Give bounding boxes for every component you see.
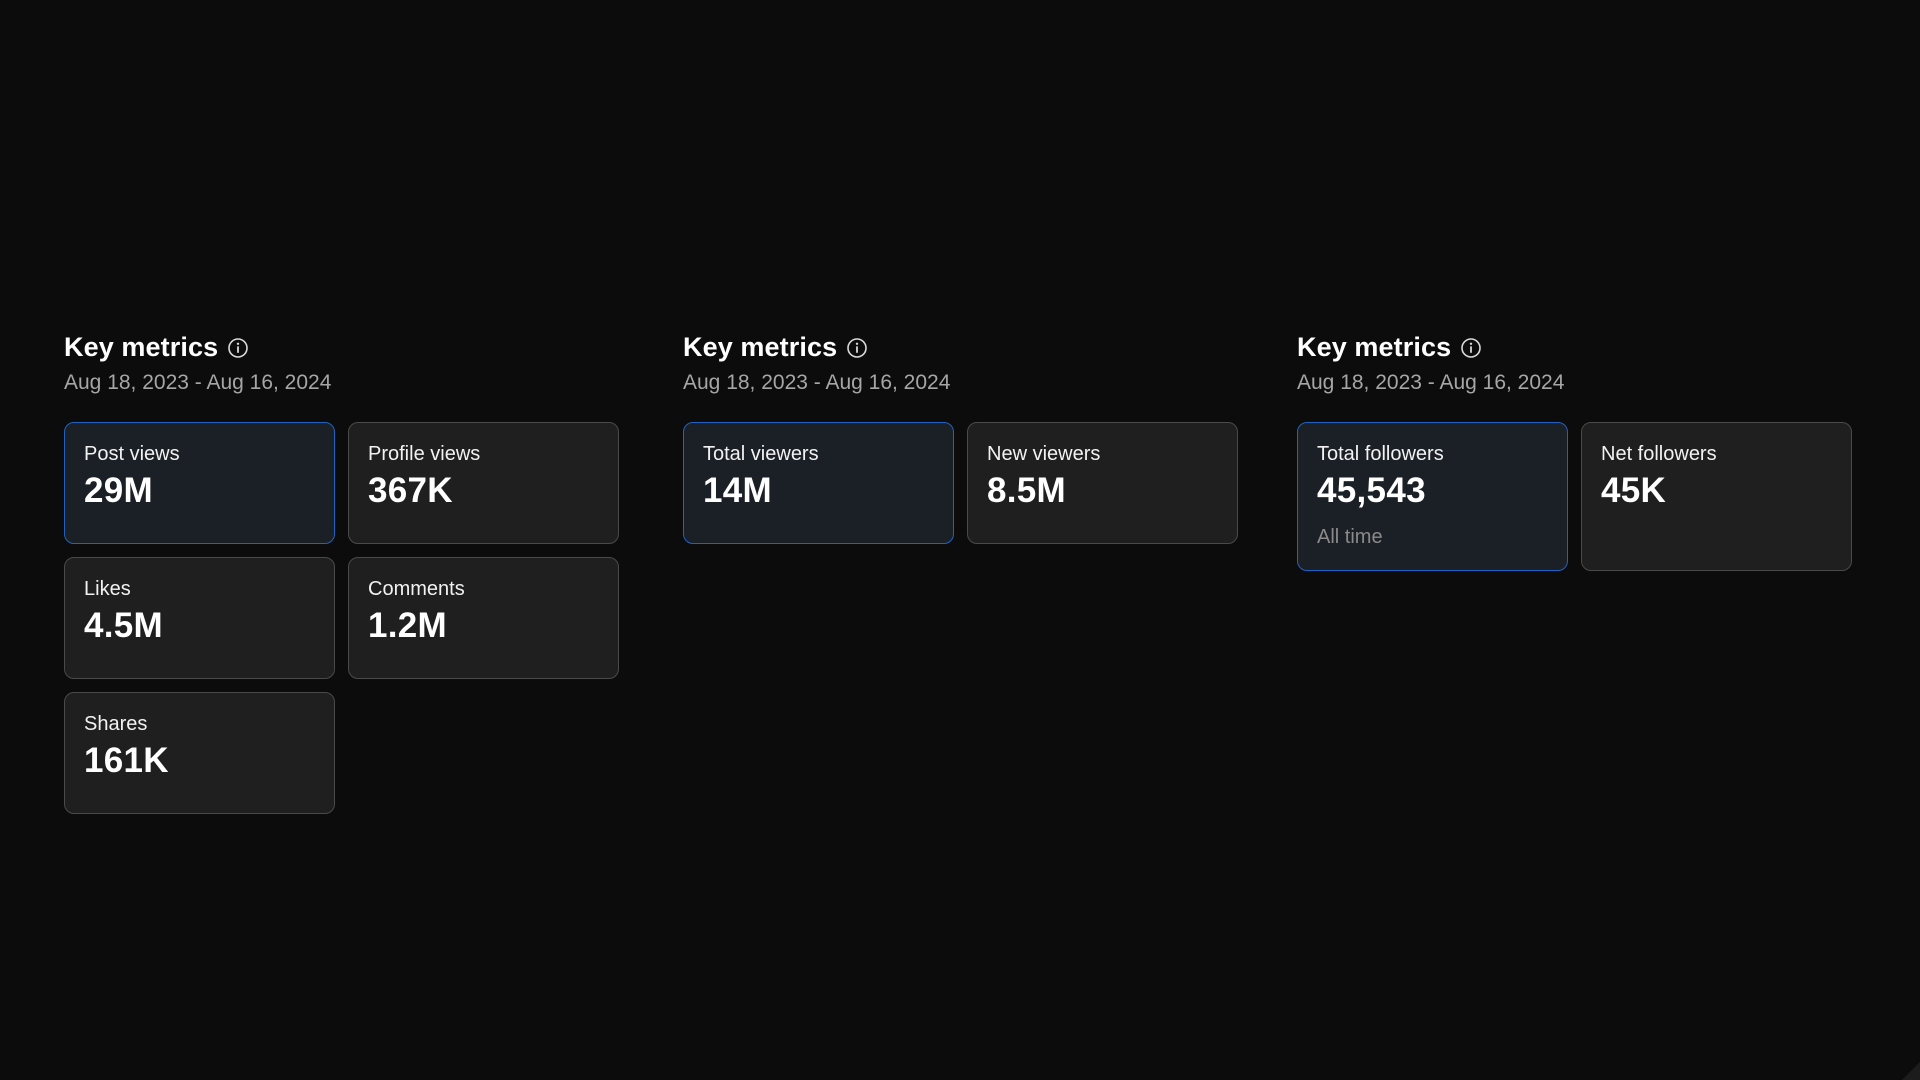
metric-label: Profile views: [368, 443, 481, 465]
info-icon[interactable]: [1460, 337, 1482, 359]
metric-value: 14M: [703, 471, 772, 510]
metric-label: Total followers: [1317, 443, 1444, 465]
info-icon[interactable]: [846, 337, 868, 359]
metric-note: All time: [1317, 526, 1383, 548]
metric-value: 45K: [1601, 471, 1667, 510]
key-metrics-panel-followers: Key metrics Aug 18, 2023 - Aug 16, 2024 …: [1297, 329, 1853, 571]
metric-label: Shares: [84, 713, 148, 735]
date-range: Aug 18, 2023 - Aug 16, 2024: [64, 371, 332, 394]
panel-title: Key metrics: [64, 331, 219, 362]
metric-label: Net followers: [1601, 443, 1717, 465]
panel-header: Key metrics: [683, 329, 1239, 365]
metric-label: Post views: [84, 443, 180, 465]
metric-card-shares[interactable]: Shares 161K: [64, 692, 335, 814]
metric-label: Total viewers: [703, 443, 819, 465]
metric-card-new-viewers[interactable]: New viewers 8.5M: [967, 422, 1238, 544]
date-range: Aug 18, 2023 - Aug 16, 2024: [683, 371, 951, 394]
metric-value: 8.5M: [987, 471, 1067, 510]
metric-value: 45,543: [1317, 471, 1426, 510]
metric-card-post-views[interactable]: Post views 29M: [64, 422, 335, 544]
panel-title: Key metrics: [683, 331, 838, 362]
metric-label: Comments: [368, 578, 465, 600]
panel-header: Key metrics: [64, 329, 620, 365]
metric-card-total-viewers[interactable]: Total viewers 14M: [683, 422, 954, 544]
metric-value: 1.2M: [368, 606, 448, 645]
metric-card-profile-views[interactable]: Profile views 367K: [348, 422, 619, 544]
metric-card-total-followers[interactable]: Total followers 45,543 All time: [1297, 422, 1568, 571]
metric-card-net-followers[interactable]: Net followers 45K: [1581, 422, 1852, 571]
key-metrics-panel-engagement: Key metrics Aug 18, 2023 - Aug 16, 2024 …: [64, 329, 620, 814]
date-range: Aug 18, 2023 - Aug 16, 2024: [1297, 371, 1565, 394]
metric-label: New viewers: [987, 443, 1101, 465]
info-icon[interactable]: [227, 337, 249, 359]
panel-header: Key metrics: [1297, 329, 1853, 365]
metric-label: Likes: [84, 578, 131, 600]
metric-card-likes[interactable]: Likes 4.5M: [64, 557, 335, 679]
metric-value: 161K: [84, 741, 169, 780]
metric-value: 367K: [368, 471, 453, 510]
metric-card-comments[interactable]: Comments 1.2M: [348, 557, 619, 679]
panel-title: Key metrics: [1297, 331, 1452, 362]
corner-resize-handle: [1902, 1062, 1920, 1080]
metric-value: 4.5M: [84, 606, 164, 645]
metric-value: 29M: [84, 471, 153, 510]
key-metrics-panel-viewers: Key metrics Aug 18, 2023 - Aug 16, 2024 …: [683, 329, 1239, 544]
